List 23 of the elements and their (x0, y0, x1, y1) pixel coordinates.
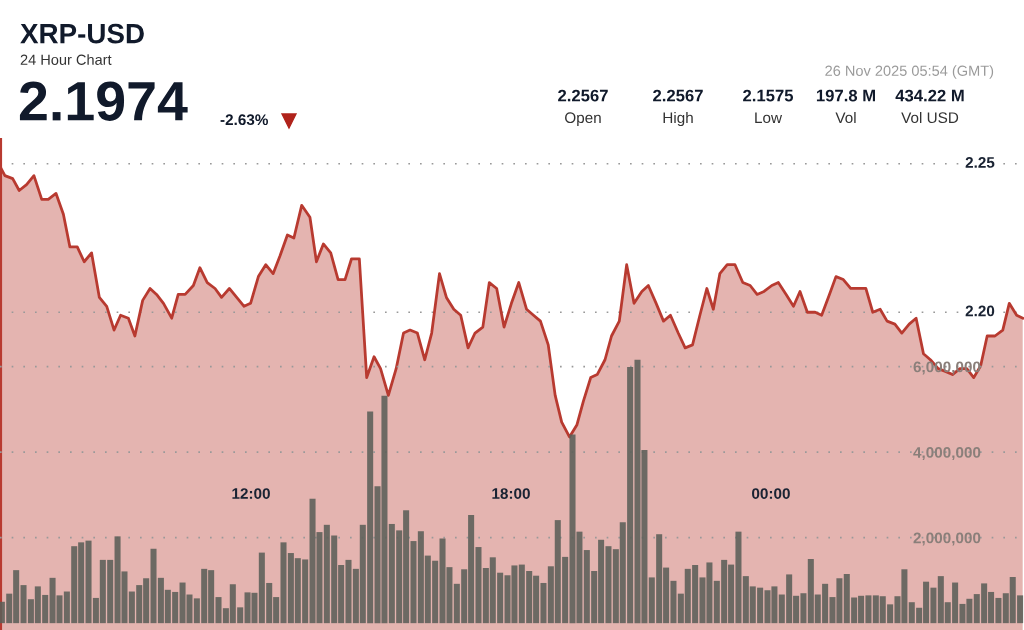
y2-tick-label: 2,000,000 (913, 532, 981, 546)
y-tick-label: 2.20 (965, 305, 995, 317)
text: 2.1575 (743, 89, 794, 102)
chart-subtitle: 24 Hour Chart (20, 54, 112, 65)
text: -2.63% (220, 114, 268, 126)
y-tick-label: 2.25 (965, 157, 995, 168)
text: 197.8 M (816, 89, 875, 102)
text: Vol USD (901, 111, 959, 124)
text: 26 Nov 2025 05:54 (GMT) (825, 65, 994, 79)
text: High (663, 111, 693, 127)
x-tick-label: 00:00 (752, 488, 790, 499)
text: Open (565, 112, 601, 127)
text: Low (755, 112, 783, 124)
text: 2.1974 (19, 81, 188, 121)
chart-title: XRP-USD (20, 23, 144, 44)
text: 2.2567 (653, 89, 703, 102)
y2-tick-label: 4,000,000 (913, 447, 981, 461)
text: Vol (835, 111, 856, 124)
y2-tick-label: 6,000,000 (913, 361, 981, 375)
text: 2.2567 (558, 89, 608, 102)
text: 434.22 M (895, 89, 964, 102)
x-tick-label: 18:00 (492, 488, 530, 499)
x-tick-label: 12:00 (232, 488, 270, 499)
